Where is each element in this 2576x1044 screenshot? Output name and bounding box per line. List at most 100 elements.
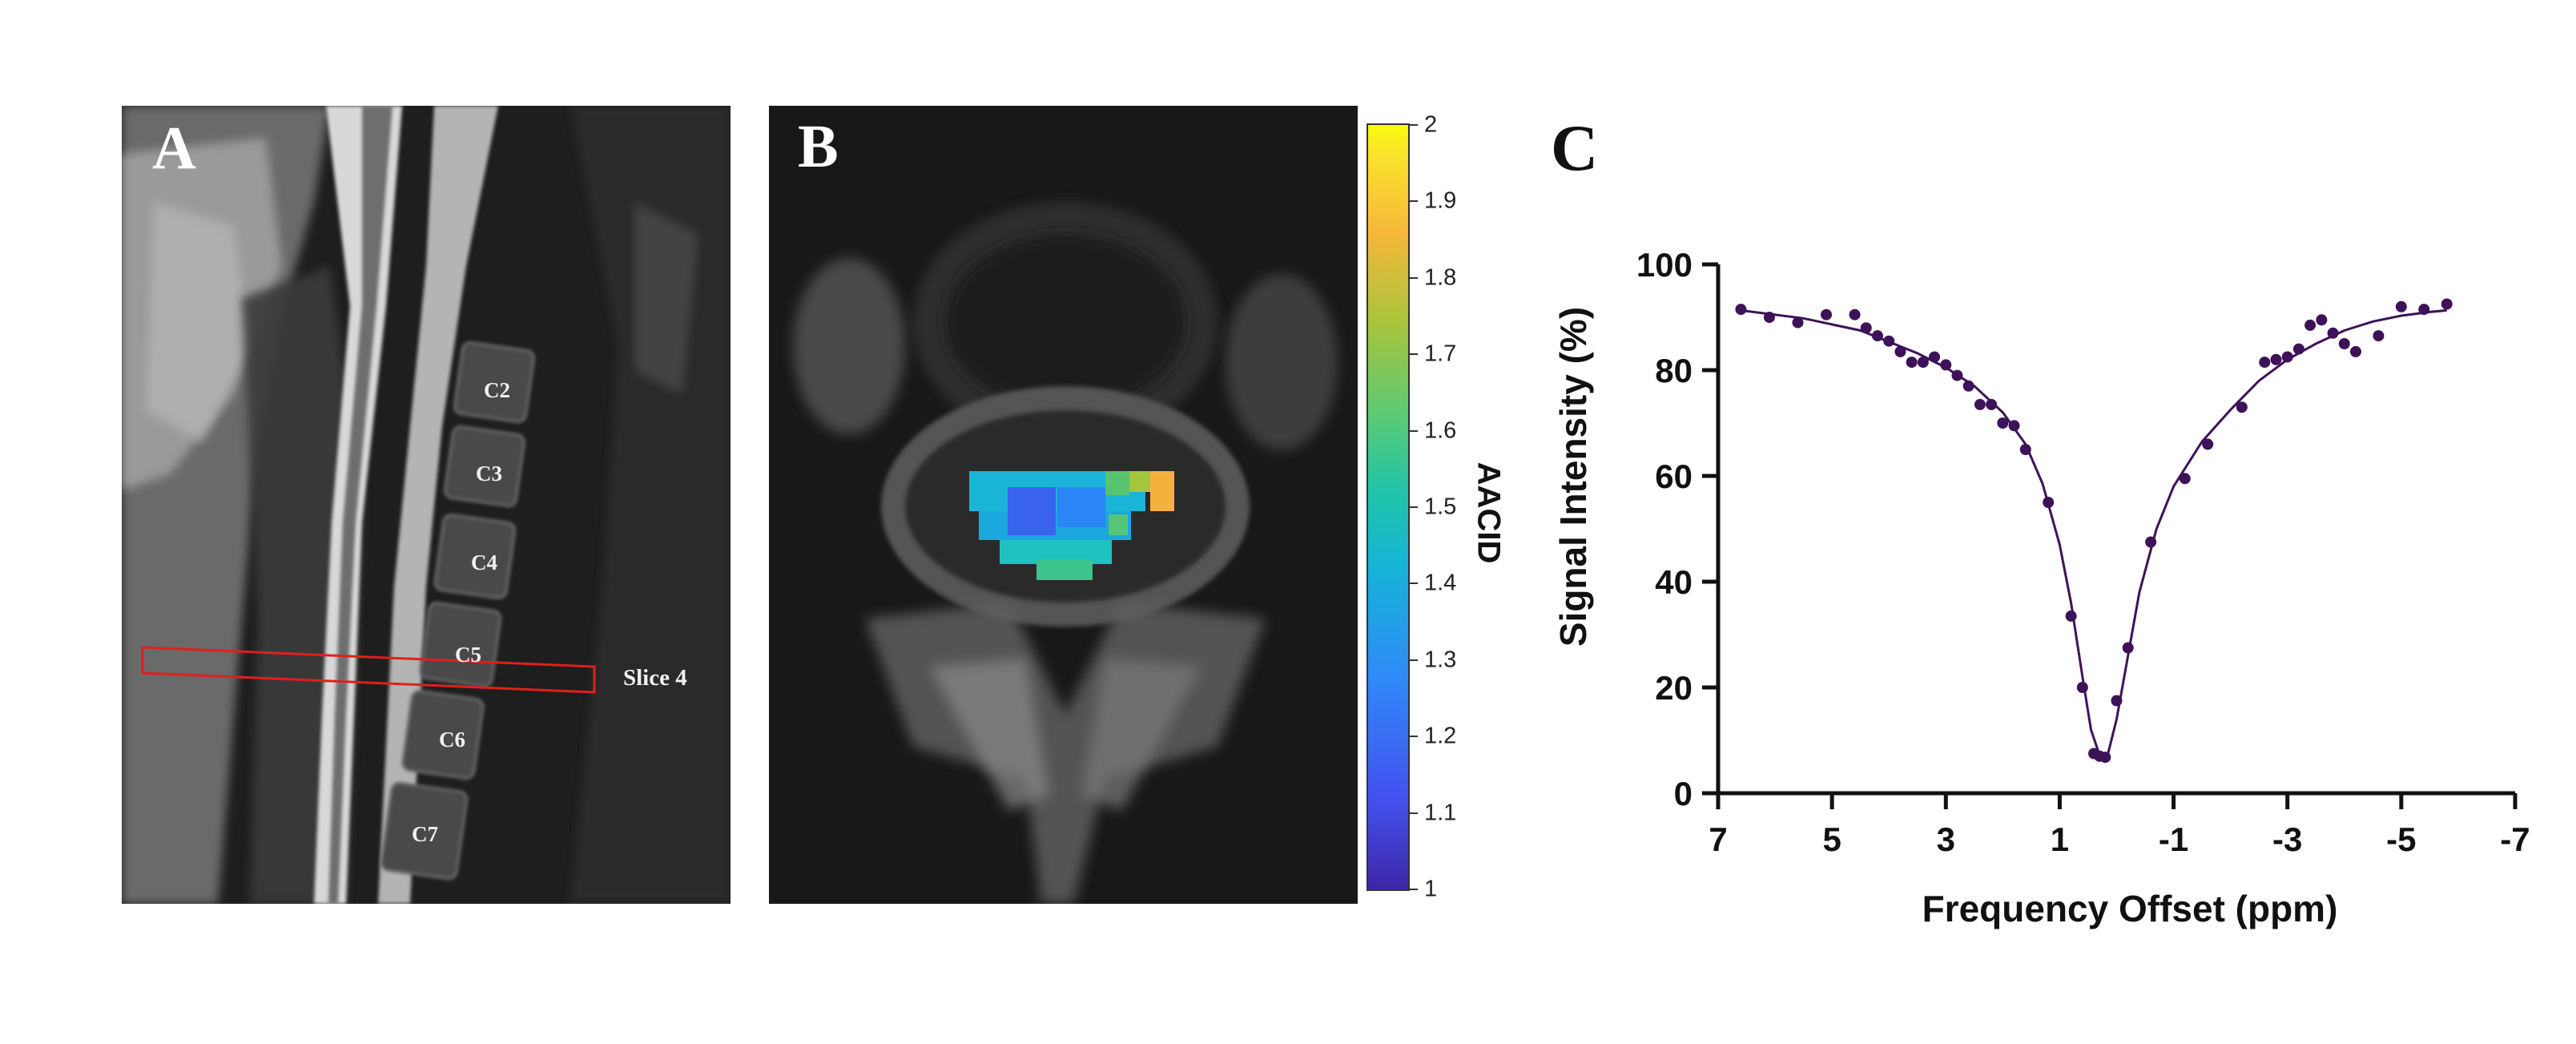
data-point [2418,304,2430,316]
data-point [1906,357,1918,369]
panel-c-letter: C [1551,111,1599,184]
data-point [1986,398,1998,410]
data-point [2236,401,2248,413]
data-point [2292,343,2304,355]
chart-axes: 7 5 3 1 -1 -3 -5 -7 0 20 40 60 80 100 [1636,246,2530,858]
x-tick-label: -5 [2386,820,2416,858]
colorbar-tick-label: 1.2 [1424,723,1457,749]
data-point [2111,695,2123,707]
data-point [2179,473,2191,485]
colorbar-title: AACID [1471,462,1507,564]
colorbar-tick [1410,582,1418,585]
data-point [2316,314,2328,326]
colorbar-tick [1410,889,1418,890]
colorbar-tick-label: 1.3 [1424,647,1457,673]
data-point [2338,338,2350,349]
colorbar-tick-label: 1.5 [1424,494,1457,520]
colorbar-tick-label: 1 [1424,876,1438,902]
data-point [1940,359,1952,371]
x-tick-label: 5 [1822,820,1841,858]
y-tick-label: 0 [1674,775,1693,812]
vertebra-label-c5: C5 [455,643,481,667]
data-point [2065,610,2077,622]
x-tick-label: 7 [1709,820,1727,858]
z-spectrum-chart: 7 5 3 1 -1 -3 -5 -7 0 20 40 60 80 100 Frequency Offse… [1552,246,2530,929]
fit-curve-line [1741,308,2447,757]
data-point [2270,353,2282,365]
data-point [1997,417,2009,429]
vertebra-label-c2: C2 [484,378,510,402]
vertebra-label-c6: C6 [439,728,465,752]
x-tick-label: -3 [2272,820,2302,858]
data-point [2122,642,2134,654]
colorbar-tick-label: 1.6 [1424,417,1457,444]
data-point [2281,351,2293,363]
colorbar-tick-label: 1.7 [1424,341,1457,367]
data-point [1883,335,1895,347]
slice-label: Slice 4 [623,665,687,691]
data-point [2441,298,2453,310]
colorbar-tick-label: 1.1 [1424,800,1457,826]
colorbar-tick [1410,124,1418,126]
colorbar-tick [1410,659,1418,661]
panel-a-letter: A [152,115,196,182]
aacid-colorbar [1366,123,1410,891]
data-point [1849,308,1861,320]
data-point [2395,300,2407,312]
vertebra-label-c3: C3 [476,462,502,486]
data-point [1894,345,1906,357]
colorbar-tick [1410,353,1418,356]
data-point [1735,304,1747,316]
y-tick-label: 80 [1655,352,1693,389]
x-tick-label: -7 [2500,820,2530,858]
aacid-overlay [969,471,1174,580]
panel-a-sagittal-mri: A C2 C3 C4 C5 C6 C7 [122,106,731,904]
vertebra-label-c4: C4 [471,550,497,574]
data-point [2145,536,2157,548]
colorbar-tick [1410,812,1418,814]
colorbar-tick-label: 1.9 [1424,187,1457,214]
colorbar-tick [1410,506,1418,508]
x-tick-label: -1 [2159,820,2188,858]
y-tick-label: 40 [1655,563,1693,601]
y-axis-title: Signal Intensity (%) [1552,307,1594,647]
axial-mri-image [769,106,1358,904]
data-point [2043,497,2055,508]
colorbar-tick-label: 1.4 [1424,570,1457,596]
panel-b-axial-mri: B [769,106,1358,904]
x-tick-label: 3 [1937,820,1955,858]
data-point [1821,308,1833,320]
data-point [1917,357,1929,369]
y-tick-label: 100 [1636,246,1693,284]
data-point [2099,752,2111,764]
data-point [1929,351,1941,363]
colorbar-tick-label: 2 [1424,111,1438,138]
data-point [2008,420,2020,432]
data-point [1951,369,1963,381]
data-point [1872,330,1883,342]
x-tick-label: 1 [2051,820,2069,858]
data-point [1974,398,1986,410]
x-axis-title: Frequency Offset (ppm) [1922,888,2338,929]
slice-box [141,646,596,694]
colorbar-tick [1410,200,1418,203]
colorbar-tick-label: 1.8 [1424,264,1457,291]
colorbar-tick [1410,276,1418,279]
data-point [2304,319,2316,331]
data-point [2350,345,2361,357]
panel-b-letter: B [798,113,839,180]
y-tick-label: 20 [1655,669,1693,707]
data-point [1792,316,1804,329]
y-tick-label: 60 [1655,458,1693,495]
colorbar-tick [1410,736,1418,738]
vertebra-label-c7: C7 [412,822,438,846]
data-point [2327,327,2339,339]
colorbar-tick [1410,429,1418,432]
data-points [1735,298,2453,764]
data-point [2259,357,2271,369]
data-point [1763,312,1775,323]
data-point [2076,682,2088,693]
data-point [2202,438,2214,450]
data-point [1962,380,1974,392]
data-point [2019,444,2031,455]
